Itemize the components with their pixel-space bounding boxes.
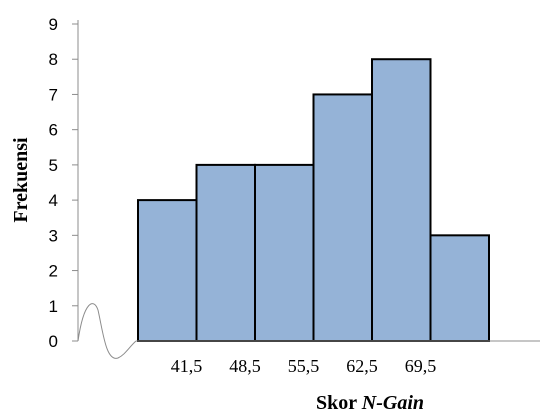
bar-3 (254, 163, 315, 342)
y-tick-label: 6 (49, 121, 58, 140)
x-tick-label: 55,5 (288, 356, 320, 376)
y-tick-label: 0 (49, 332, 58, 351)
axis-break-curve (77, 303, 137, 359)
y-tick-label: 1 (49, 297, 58, 316)
y-tick-label: 5 (49, 156, 58, 175)
x-axis-title-prefix: Skor (316, 392, 362, 414)
y-tick-label: 8 (49, 50, 58, 69)
bar-4 (312, 93, 373, 342)
x-axis-title-italic: N-Gain (361, 392, 424, 414)
bar-6 (429, 234, 490, 342)
y-tick-label: 9 (49, 15, 58, 34)
bar-2 (195, 163, 256, 342)
y-tick-label: 4 (49, 191, 58, 210)
y-tick-label: 3 (49, 226, 58, 245)
x-axis-title: Skor N-Gain (316, 392, 424, 414)
y-axis-title: Frekuensi (10, 137, 32, 223)
y-ticks-group: 0 1 2 3 4 5 6 7 8 9 (49, 15, 78, 351)
bars-group (137, 58, 490, 342)
bar-1 (137, 199, 198, 342)
bar-5 (371, 58, 432, 342)
x-tick-label: 41,5 (171, 356, 203, 376)
y-tick-label: 7 (49, 85, 58, 104)
x-tick-label: 62,5 (346, 356, 378, 376)
x-tick-label: 69,5 (405, 356, 437, 376)
x-tick-label: 48,5 (229, 356, 261, 376)
x-ticks-group: 41,5 48,5 55,5 62,5 69,5 (171, 356, 437, 376)
y-tick-label: 2 (49, 262, 58, 281)
